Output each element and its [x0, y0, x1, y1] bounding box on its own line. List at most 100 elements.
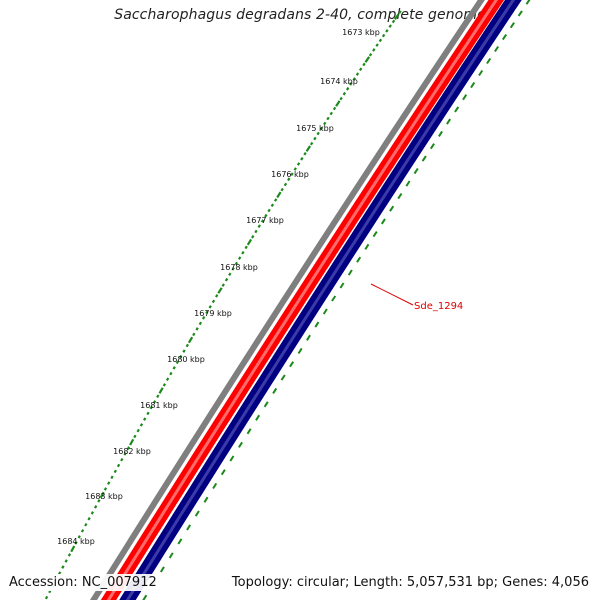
ruler-minor-tick [64, 559, 68, 563]
gc-tick [509, 22, 515, 29]
ruler-minor-tick [326, 116, 330, 121]
gc-tick [168, 552, 174, 559]
ruler-minor-tick [398, 10, 402, 14]
ruler-minor-tick [290, 172, 294, 177]
gc-tick [339, 282, 345, 289]
reverse-genes-highlight [125, 0, 516, 600]
ruler-minor-tick [87, 517, 91, 521]
gc-tick [397, 193, 403, 200]
ruler-minor-tick [323, 121, 327, 126]
ruler-minor-tick [211, 299, 216, 304]
gc-tick [280, 374, 286, 381]
gc-tick [297, 347, 303, 355]
ruler-minor-tick [309, 141, 314, 146]
ruler-minor-tick [107, 481, 111, 485]
ruler-minor-tick [84, 523, 88, 527]
ruler-minor-tick [372, 48, 376, 52]
title-text: Saccharophagus degradans 2-40, complete … [111, 6, 489, 24]
ruler-minor-tick [342, 91, 347, 96]
ruler-minor-tick [231, 267, 235, 271]
ruler-minor-tick [103, 487, 108, 491]
ruler-minor-tick [182, 349, 186, 353]
ruler-minor-tick [152, 400, 157, 404]
ruler-tick-label: 1678 kbp [220, 263, 258, 272]
ruler-minor-tick [362, 62, 366, 67]
gc-tick [306, 334, 311, 341]
gc-tick [380, 218, 386, 225]
ruler-minor-tick [143, 417, 147, 421]
gc-tick [186, 524, 192, 531]
ruler-minor-tick [139, 423, 144, 427]
ruler-minor-tick [264, 213, 268, 218]
gc-tick [289, 361, 295, 368]
gene-callout-line [370, 283, 414, 306]
ruler-minor-tick [80, 529, 85, 533]
backbone [89, 0, 485, 600]
ruler-minor-tick [61, 565, 65, 569]
ruler-minor-tick [241, 251, 245, 255]
ruler-minor-tick [267, 208, 271, 213]
ruler-minor-tick [58, 571, 62, 575]
gc-tick [372, 231, 378, 238]
ruler-minor-tick [165, 377, 170, 381]
ruler-minor-tick [280, 187, 284, 192]
ruler-minor-tick [94, 505, 98, 509]
ruler-minor-tick [332, 106, 337, 111]
ruler-tick-label: 1676 kbp [271, 170, 309, 179]
gc-tick [177, 538, 183, 545]
ruler-tick-label: 1680 kbp [167, 355, 205, 364]
gc-tick [517, 10, 523, 17]
gc-tick [203, 496, 209, 503]
ruler-minor-tick [260, 219, 265, 223]
ruler-minor-tick [110, 475, 114, 480]
ruler-major-tick [246, 238, 253, 246]
ruler-minor-tick [192, 332, 196, 337]
ruler-tick-label: 1674 kbp [320, 77, 358, 86]
ruler-minor-tick [74, 541, 78, 545]
gc-tick [229, 455, 235, 462]
backbone-track [89, 0, 485, 600]
gc-tick [220, 469, 226, 476]
ruler-minor-tick [352, 77, 356, 81]
ruler-tick-label: 1677 kbp [246, 216, 284, 225]
gc-tick [525, 0, 531, 5]
ruler-major-tick [276, 191, 282, 199]
reverse-genes-track [119, 0, 522, 600]
ruler-minor-tick [300, 157, 304, 161]
ruler-minor-tick [149, 405, 153, 410]
gc-tick [413, 167, 419, 175]
ruler-minor-tick [349, 82, 353, 86]
ruler-tick-label: 1681 kbp [140, 401, 178, 410]
ruler-tick-label: 1684 kbp [57, 537, 95, 546]
ruler-minor-tick [198, 321, 203, 326]
ruler-minor-tick [257, 224, 261, 228]
ruler-minor-tick [303, 151, 307, 156]
ruler-minor-tick [90, 511, 94, 515]
gc-tick [347, 269, 353, 276]
ruler-minor-tick [67, 553, 72, 557]
ruler-minor-tick [254, 229, 258, 234]
gene-callout: Sde_1294 [370, 283, 463, 312]
gc-tick [212, 482, 218, 490]
ruler-major-tick [217, 287, 223, 294]
ruler-minor-tick [339, 96, 343, 101]
ruler-minor-tick [378, 38, 383, 43]
ruler-tick-label: 1675 kbp [296, 124, 334, 133]
ruler-minor-tick [368, 52, 373, 57]
gc-tick [446, 118, 452, 125]
ruler-minor-tick [313, 136, 317, 141]
ruler-minor-tick [388, 24, 392, 28]
ruler-minor-tick [345, 87, 350, 91]
gc-tick [194, 510, 200, 517]
ruler-tick-label: 1683 kbp [85, 492, 123, 501]
gc-tick [159, 566, 165, 573]
ruler-major-tick [335, 100, 341, 107]
ruler-minor-tick [215, 294, 219, 298]
ruler-minor-tick [44, 595, 49, 600]
ruler-major-tick [394, 13, 400, 20]
ruler-minor-tick [283, 182, 288, 187]
ruler-minor-tick [205, 310, 209, 315]
gc-tick [331, 295, 337, 302]
gc-tick [142, 594, 148, 600]
